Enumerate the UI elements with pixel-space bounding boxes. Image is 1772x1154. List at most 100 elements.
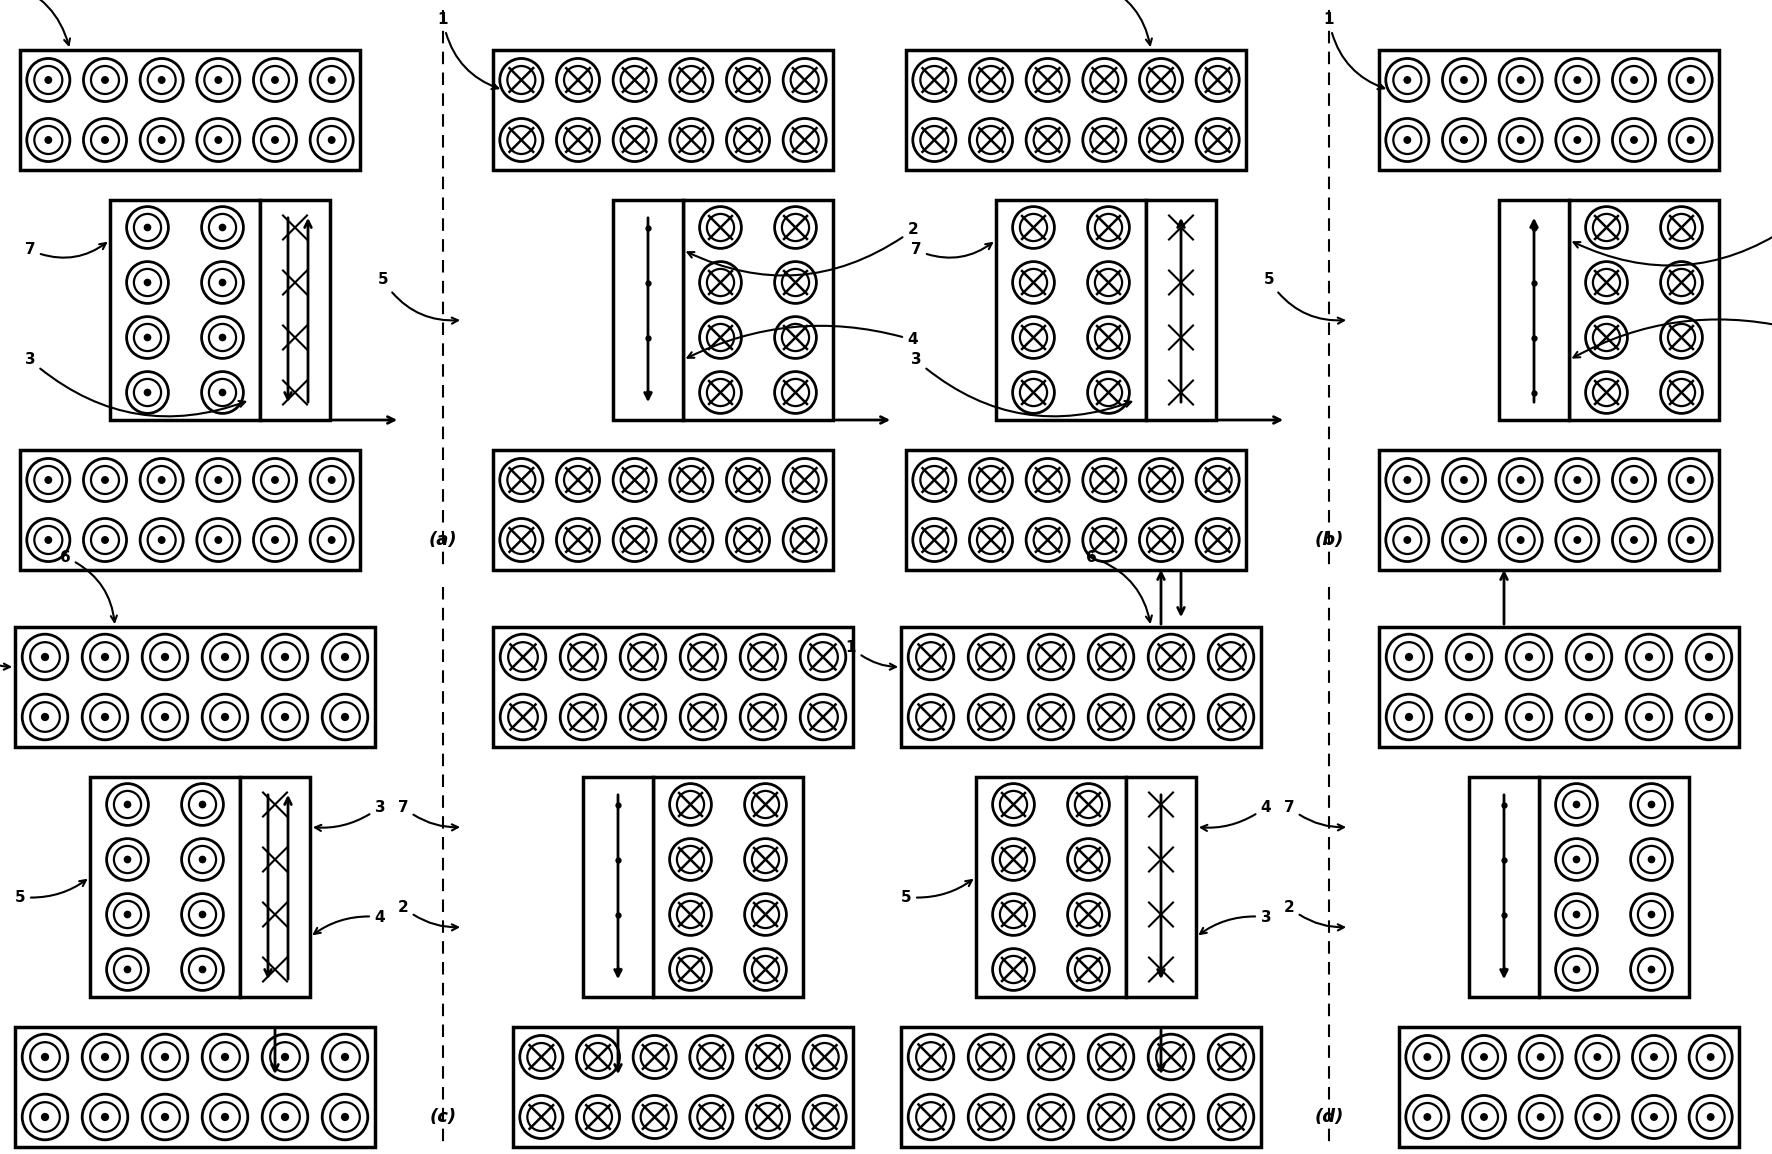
Circle shape [41,713,48,720]
Circle shape [222,653,229,660]
Circle shape [1648,912,1655,917]
Bar [110,200,260,420]
Circle shape [1574,137,1581,143]
Circle shape [1652,1114,1657,1121]
Text: 4: 4 [314,909,385,934]
Circle shape [1574,537,1581,544]
Circle shape [41,653,48,660]
Circle shape [342,1054,349,1061]
Circle shape [1574,856,1579,863]
Circle shape [1687,77,1694,83]
Circle shape [271,77,278,83]
Bar [613,200,682,420]
Circle shape [161,1114,168,1121]
Circle shape [1517,477,1524,484]
Circle shape [1646,653,1653,660]
Text: 5: 5 [1263,272,1343,323]
Circle shape [1405,653,1412,660]
Circle shape [101,537,108,544]
Circle shape [1517,137,1524,143]
Circle shape [1687,537,1694,544]
Circle shape [200,912,206,917]
Circle shape [1586,713,1593,720]
Circle shape [220,335,225,340]
Circle shape [214,477,222,484]
Circle shape [1481,1114,1487,1121]
Bar [493,450,833,570]
Bar [1146,200,1216,420]
Text: 2: 2 [1574,212,1772,265]
Circle shape [220,279,225,286]
Circle shape [144,335,151,340]
Circle shape [1646,713,1653,720]
Circle shape [101,1054,108,1061]
Circle shape [328,477,335,484]
Circle shape [1706,653,1712,660]
Bar [90,777,239,997]
Circle shape [1708,1114,1714,1121]
Circle shape [101,137,108,143]
Circle shape [144,224,151,231]
Circle shape [144,389,151,396]
Circle shape [144,279,151,286]
Text: 6: 6 [1086,549,1152,622]
Circle shape [1630,77,1637,83]
Bar [1568,200,1719,420]
Circle shape [158,137,165,143]
Text: 1: 1 [1324,13,1384,89]
Circle shape [1630,137,1637,143]
Circle shape [1648,856,1655,863]
Circle shape [44,77,51,83]
Circle shape [200,966,206,973]
Circle shape [1526,713,1533,720]
Bar [493,627,852,747]
Text: 6: 6 [1086,0,1152,45]
Circle shape [1630,477,1637,484]
Circle shape [41,1054,48,1061]
Text: 5: 5 [377,272,457,323]
Circle shape [1403,477,1411,484]
Text: 7: 7 [911,242,992,257]
Circle shape [1687,477,1694,484]
Circle shape [44,477,51,484]
Bar [900,1027,1262,1147]
Circle shape [1574,912,1579,917]
Circle shape [1687,137,1694,143]
Circle shape [1481,1054,1487,1061]
Circle shape [1526,653,1533,660]
Text: 4: 4 [1201,800,1271,831]
Circle shape [271,477,278,484]
Bar [900,627,1262,747]
Circle shape [342,713,349,720]
Circle shape [200,801,206,808]
Circle shape [214,537,222,544]
Text: 3: 3 [911,352,1131,417]
Circle shape [1538,1114,1543,1121]
Circle shape [1574,966,1579,973]
Circle shape [161,713,168,720]
Circle shape [1403,537,1411,544]
Bar [239,777,310,997]
Circle shape [101,1114,108,1121]
Bar [260,200,330,420]
Circle shape [271,537,278,544]
Text: 5: 5 [14,881,85,905]
Text: 1: 1 [845,639,897,669]
Circle shape [1595,1054,1600,1061]
Text: (b): (b) [1315,531,1343,549]
Circle shape [214,137,222,143]
Text: (c): (c) [429,1108,457,1126]
Circle shape [328,537,335,544]
Circle shape [1405,713,1412,720]
Circle shape [124,801,131,808]
Circle shape [1538,1054,1543,1061]
Circle shape [328,77,335,83]
Text: 4: 4 [688,325,918,358]
Circle shape [101,77,108,83]
Circle shape [1460,137,1467,143]
Text: 4: 4 [1574,320,1772,358]
Circle shape [1706,713,1712,720]
Circle shape [1425,1114,1430,1121]
Bar [1499,200,1568,420]
Circle shape [1403,77,1411,83]
